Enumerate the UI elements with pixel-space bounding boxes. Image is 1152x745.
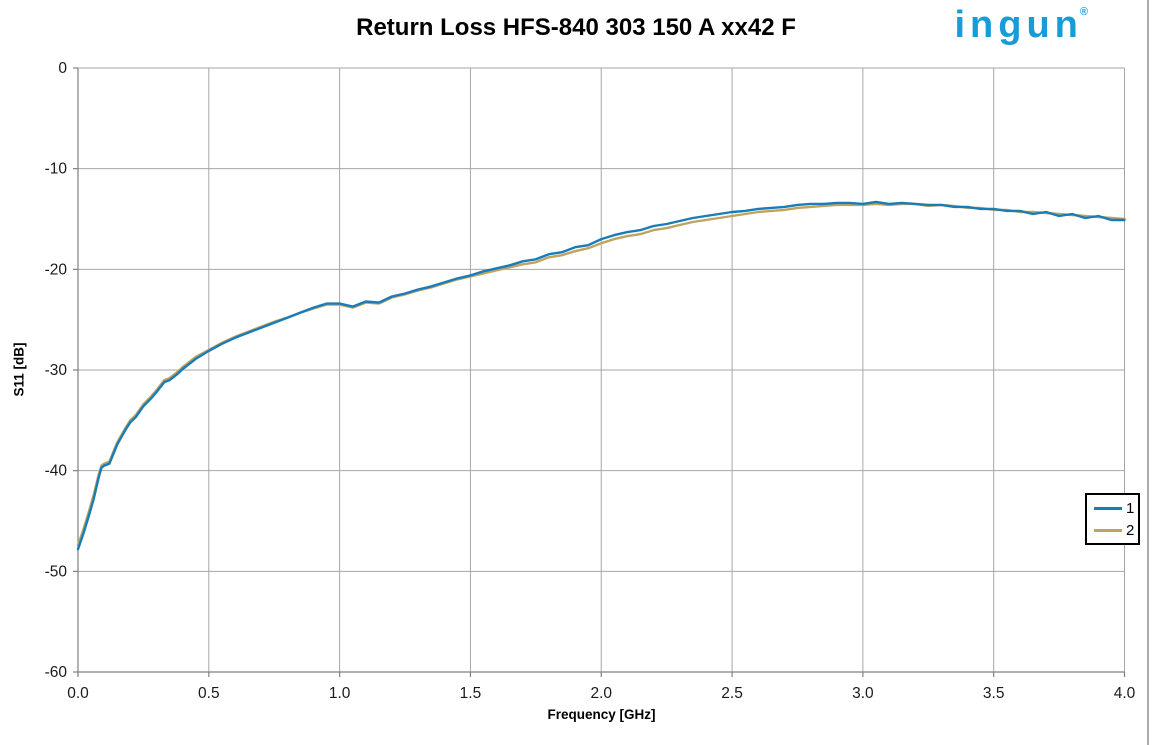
legend-entry-series-2[interactable]: 2 [1094,523,1138,538]
x-tick-label: 0.0 [67,685,89,702]
y-tick-label: -10 [45,161,68,178]
series-1-line-swatch [1094,506,1122,510]
series-2-line-swatch [1094,528,1122,532]
window-right-edge-line [1147,0,1149,745]
x-tick-label: 1.5 [460,685,482,702]
x-tick-label: 0.5 [198,685,220,702]
legend[interactable]: 1 2 [1085,493,1140,545]
y-tick-label: 0 [58,60,67,77]
x-tick-label: 2.0 [590,685,612,702]
x-tick-label: 4.0 [1114,685,1136,702]
y-tick-label: -20 [45,261,68,278]
legend-label-series-2: 2 [1126,521,1135,539]
y-tick-label: -50 [45,563,68,580]
y-tick-label: -60 [45,664,68,681]
x-tick-label: 3.5 [983,685,1005,702]
series-1-line [76,200,1126,551]
y-axis-title: S11 [dB] [11,342,27,397]
x-tick-label: 3.0 [852,685,874,702]
registered-trademark-icon: ® [1079,6,1088,18]
x-axis-title: Frequency [GHz] [547,707,656,722]
legend-label-series-1: 1 [1126,499,1135,517]
x-tick-label: 1.0 [329,685,351,702]
y-tick-label: -40 [45,463,68,480]
ingun-logo: ingun® [954,6,1088,44]
ingun-logo-text: ingun [954,4,1083,46]
y-tick-label: -30 [45,362,68,379]
x-tick-label: 2.5 [721,685,743,702]
chart-title: Return Loss HFS-840 303 150 A xx42 F [356,14,796,41]
legend-entry-series-1[interactable]: 1 [1094,501,1138,516]
